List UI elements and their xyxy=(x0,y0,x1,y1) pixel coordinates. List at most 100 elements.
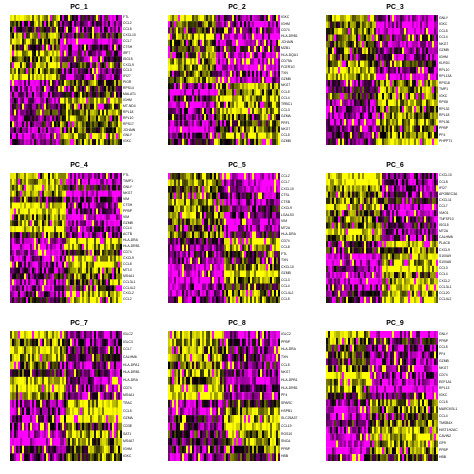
heatmap-cell xyxy=(66,127,69,134)
heatmap-cell xyxy=(38,273,41,280)
heatmap-cell xyxy=(224,64,227,71)
heatmap-cell xyxy=(110,202,113,209)
heatmap-cell xyxy=(96,291,99,298)
heatmap-cell xyxy=(372,67,375,74)
heatmap-cell xyxy=(60,255,63,262)
heatmap-cell xyxy=(64,133,67,140)
heatmap-cell xyxy=(54,208,57,215)
heatmap-cell xyxy=(106,285,109,292)
heatmap-cell xyxy=(22,184,25,191)
heatmap-cell xyxy=(346,132,349,139)
heatmap-cell xyxy=(102,238,105,244)
heatmap-cell xyxy=(230,33,233,40)
heatmap-cell xyxy=(420,21,423,29)
heatmap-cell xyxy=(58,173,61,179)
heatmap-cell xyxy=(98,285,101,292)
heatmap-cell xyxy=(172,89,175,96)
heatmap-cell xyxy=(66,279,69,286)
heatmap-cell xyxy=(354,67,357,74)
heatmap-cell xyxy=(72,97,75,104)
heatmap-cell xyxy=(98,214,101,221)
heatmap-cell xyxy=(60,26,63,33)
heatmap-cell xyxy=(22,20,25,27)
heatmap-cell xyxy=(84,232,87,239)
heatmap-cell xyxy=(408,106,411,113)
heatmap-cell xyxy=(254,45,257,53)
heatmap-cell xyxy=(406,47,409,55)
heatmap-cell xyxy=(104,15,107,21)
heatmap-cell xyxy=(368,34,371,42)
heatmap-cell xyxy=(114,121,117,128)
heatmap-cell xyxy=(362,138,365,145)
heatmap-cell xyxy=(30,133,33,140)
heatmap-cell xyxy=(270,58,273,65)
heatmap-cell xyxy=(390,47,393,55)
heatmap-cell xyxy=(184,114,187,121)
heatmap-cell xyxy=(174,70,177,77)
heatmap-cell xyxy=(342,125,345,133)
heatmap-cell xyxy=(32,261,35,268)
heatmap-cell xyxy=(374,125,377,133)
heatmap-cell xyxy=(230,70,233,77)
heatmap-cell xyxy=(90,297,93,303)
heatmap-cell xyxy=(116,85,119,92)
heatmap-cell xyxy=(78,291,81,298)
heatmap-cell xyxy=(262,95,265,102)
heatmap-cell xyxy=(346,125,349,133)
heatmap-cell xyxy=(396,54,399,61)
heatmap-cell xyxy=(44,15,47,21)
heatmap-cell xyxy=(108,214,111,221)
heatmap-cell xyxy=(398,125,401,133)
heatmap-cell xyxy=(44,202,47,209)
heatmap-cell xyxy=(260,173,263,180)
heatmap-cell xyxy=(378,28,381,35)
heatmap-cell xyxy=(36,109,39,116)
heatmap-cell xyxy=(106,74,109,81)
heatmap-cell xyxy=(18,232,21,239)
heatmap-cell xyxy=(332,106,335,113)
heatmap-cell xyxy=(210,70,213,77)
heatmap-cell xyxy=(374,86,377,94)
heatmap-cell xyxy=(234,95,237,102)
heatmap-cell xyxy=(70,115,73,122)
heatmap-cell xyxy=(206,107,209,115)
heatmap-cell xyxy=(18,32,21,39)
heatmap-cell xyxy=(80,267,83,274)
heatmap-cell xyxy=(46,255,49,262)
heatmap-cell xyxy=(422,138,425,145)
heatmap-cell xyxy=(402,60,405,68)
heatmap-cell xyxy=(374,119,377,126)
heatmap-cell xyxy=(376,28,379,35)
heatmap-cell xyxy=(62,178,65,185)
heatmap-cell xyxy=(178,179,181,187)
heatmap-cell xyxy=(66,38,69,45)
heatmap-cell xyxy=(30,184,33,191)
heatmap-cell xyxy=(176,21,179,28)
heatmap-cell xyxy=(70,255,73,262)
heatmap-cell xyxy=(204,173,207,180)
heatmap-cell xyxy=(12,279,15,286)
heatmap-cell xyxy=(114,297,117,303)
heatmap-cell xyxy=(24,297,27,303)
heatmap-cell xyxy=(104,173,107,179)
heatmap-cell xyxy=(118,26,121,33)
heatmap-cell xyxy=(420,54,423,61)
heatmap-cell xyxy=(352,73,355,81)
heatmap-cell xyxy=(386,60,389,68)
heatmap-cell xyxy=(56,173,59,179)
heatmap-cell xyxy=(366,80,369,87)
heatmap-cell xyxy=(54,38,57,45)
heatmap-cell xyxy=(236,132,239,139)
heatmap-cell xyxy=(358,67,361,74)
heatmap-cell xyxy=(100,196,103,203)
heatmap-cell xyxy=(414,138,417,145)
heatmap-cell xyxy=(32,291,35,298)
heatmap-cell xyxy=(234,173,237,180)
heatmap-cell xyxy=(92,115,95,122)
heatmap-cell xyxy=(222,64,225,71)
heatmap-cell xyxy=(224,76,227,84)
heatmap-cell xyxy=(174,58,177,65)
heatmap-cell xyxy=(84,173,87,179)
heatmap-cell xyxy=(174,186,177,193)
heatmap-cell xyxy=(212,89,215,96)
